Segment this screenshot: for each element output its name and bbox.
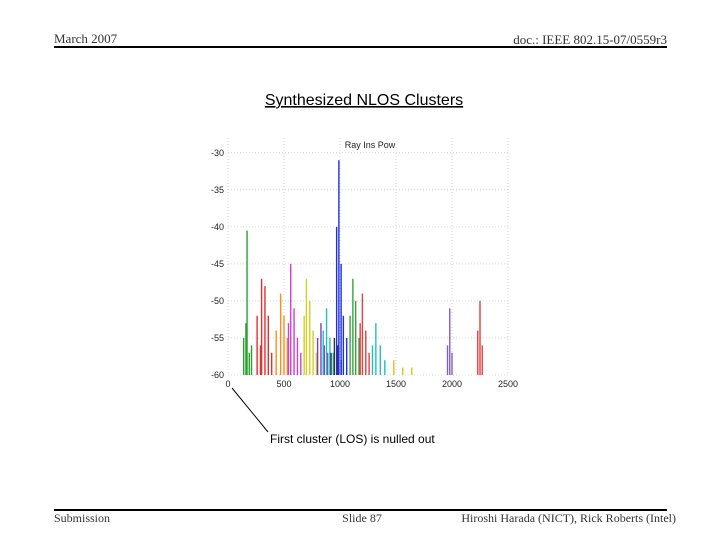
y-tick-label: -35	[211, 185, 224, 195]
annotation: First cluster (LOS) is nulled out	[270, 432, 435, 446]
y-tick-label: -60	[211, 370, 224, 380]
x-tick-label: 1000	[330, 379, 350, 389]
x-tick-label: 0	[225, 379, 230, 389]
slide-title: Synthesized NLOS Clusters	[265, 92, 463, 109]
y-tick-label: -55	[211, 333, 224, 343]
x-tick-label: 1500	[386, 379, 406, 389]
footer-left: Submission	[54, 511, 110, 525]
y-tick-label: -45	[211, 259, 224, 269]
x-tick-label: 500	[276, 379, 291, 389]
y-tick-label: -30	[211, 148, 224, 158]
x-tick-label: 2000	[442, 379, 462, 389]
y-tick-label: -40	[211, 222, 224, 232]
plot: Ray Ins Pow -30 -35 -40 -45 -50 -55 -600 500 1000…	[211, 138, 518, 389]
y-tick-label: -50	[211, 296, 224, 306]
header-date: March 2007	[54, 31, 118, 46]
x-tick-label: 2500	[498, 379, 518, 389]
footer-center: Slide 87	[342, 511, 382, 525]
chart-title: Ray Ins Pow	[345, 140, 396, 150]
header-doc: doc.: IEEE 802.15-07/0559r3	[513, 32, 667, 47]
annotation-pointer	[231, 387, 269, 433]
footer-right: Hiroshi Harada (NICT), Rick Roberts (Int…	[461, 511, 676, 525]
